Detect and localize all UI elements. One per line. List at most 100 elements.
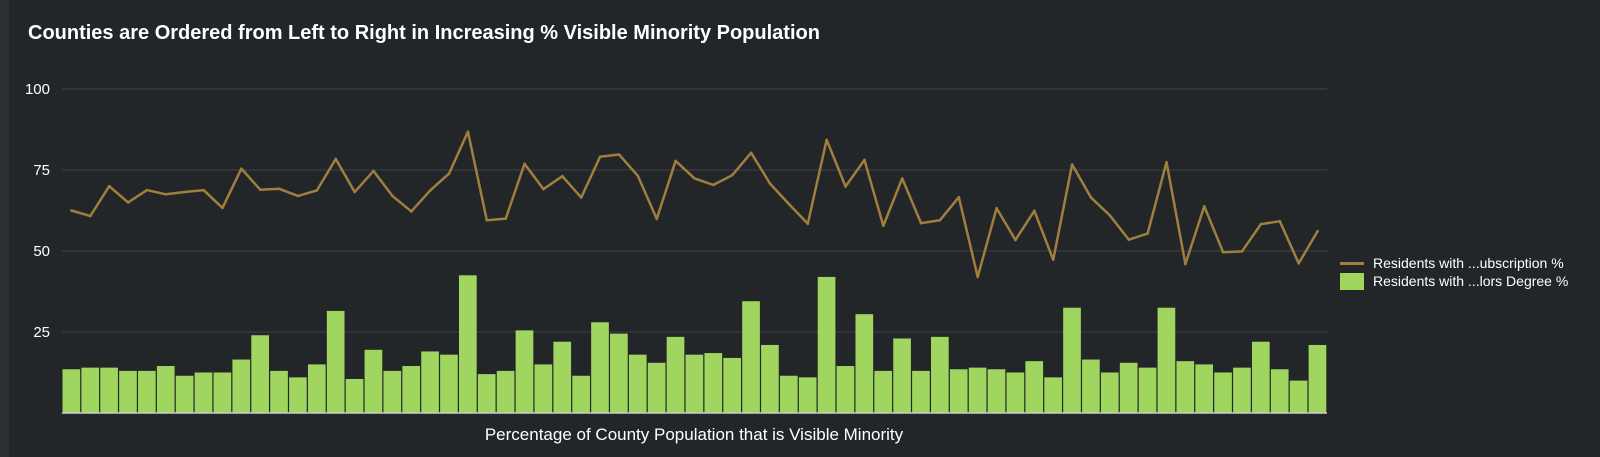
bar[interactable] [987,369,1006,413]
line-point[interactable] [882,224,885,228]
legend-item-bar[interactable]: Residents with ...lors Degree % [1340,272,1568,290]
bar[interactable] [364,349,383,413]
line-point[interactable] [938,218,942,222]
bar[interactable] [213,372,232,414]
line-point[interactable] [277,187,281,191]
bar[interactable] [477,374,496,413]
line-point[interactable] [825,138,828,142]
line-point[interactable] [334,157,338,161]
line-point[interactable] [1297,262,1300,265]
bar[interactable] [610,333,628,413]
bar[interactable] [798,377,817,413]
bar[interactable] [1044,377,1062,413]
bar[interactable] [591,322,609,413]
bar[interactable] [1025,361,1044,413]
line-point[interactable] [919,221,923,225]
bar[interactable] [402,366,421,413]
bar[interactable] [1176,361,1195,413]
bar[interactable] [458,275,477,413]
bar[interactable] [666,336,685,413]
line-point[interactable] [995,206,998,210]
line-point[interactable] [617,153,621,156]
bar[interactable] [1308,344,1327,413]
bar[interactable] [307,364,326,413]
bar[interactable] [836,366,855,413]
line-point[interactable] [1184,262,1187,266]
line-point[interactable] [1202,204,1206,208]
line-point[interactable] [428,189,432,192]
bar[interactable] [685,354,704,413]
line-point[interactable] [372,169,375,173]
bar[interactable] [1289,380,1308,413]
line-point[interactable] [749,151,753,155]
bar[interactable] [1082,359,1100,413]
bar[interactable] [345,378,364,413]
bar[interactable] [855,314,874,413]
bar[interactable] [704,353,723,413]
bar[interactable] [175,375,194,413]
line-point[interactable] [712,183,715,187]
line-point[interactable] [447,172,451,175]
line-point[interactable] [1165,160,1168,164]
bar[interactable] [931,336,949,413]
line-point[interactable] [844,185,847,188]
line-point[interactable] [674,159,677,163]
bar[interactable] [119,370,137,413]
bar[interactable] [1214,372,1232,414]
bar[interactable] [326,310,345,413]
line-point[interactable] [1108,214,1112,217]
bar[interactable] [1063,307,1081,413]
line-point[interactable] [315,189,319,192]
line-point[interactable] [89,214,92,218]
line-point[interactable] [202,188,205,192]
bar[interactable] [1119,362,1138,413]
line-point[interactable] [523,162,526,166]
line-point[interactable] [240,167,243,171]
bar[interactable] [383,370,402,413]
bar[interactable] [270,370,288,413]
bar[interactable] [440,354,458,413]
line-point[interactable] [1278,219,1282,223]
line-point[interactable] [1259,222,1263,226]
line-point[interactable] [957,195,961,199]
line-point[interactable] [561,174,564,178]
line-point[interactable] [900,177,904,180]
line-point[interactable] [1146,232,1149,235]
line-point[interactable] [145,188,149,192]
bar[interactable] [62,369,81,413]
bar[interactable] [496,370,515,413]
line-point[interactable] [730,173,734,177]
bar[interactable] [742,301,760,413]
bar[interactable] [1157,307,1176,413]
bar[interactable] [1233,367,1251,413]
bar[interactable] [1251,341,1270,413]
bar[interactable] [779,375,798,413]
line-point[interactable] [126,201,130,204]
bar[interactable] [628,354,647,413]
line-point[interactable] [504,217,507,220]
bar[interactable] [100,367,118,413]
line-point[interactable] [976,275,980,279]
line-point[interactable] [655,217,659,221]
legend-item-line[interactable]: Residents with ...ubscription % [1340,254,1568,272]
bar[interactable] [534,364,553,413]
line-point[interactable] [1051,258,1055,262]
bar[interactable] [251,335,269,413]
line-point[interactable] [1316,229,1319,233]
bar[interactable] [1100,372,1119,414]
bar[interactable] [515,330,534,413]
bar[interactable] [232,359,251,413]
line-point[interactable] [391,194,394,198]
bar[interactable] [421,351,439,413]
bar[interactable] [138,370,156,413]
line-point[interactable] [70,209,73,212]
bar[interactable] [1195,364,1214,413]
bar[interactable] [1006,372,1025,414]
line-point[interactable] [485,218,489,222]
line-point[interactable] [542,187,545,191]
bar[interactable] [723,357,742,413]
line-point[interactable] [1089,196,1093,199]
bar[interactable] [817,276,836,413]
line-point[interactable] [1127,238,1131,241]
series-line[interactable] [71,130,1319,279]
